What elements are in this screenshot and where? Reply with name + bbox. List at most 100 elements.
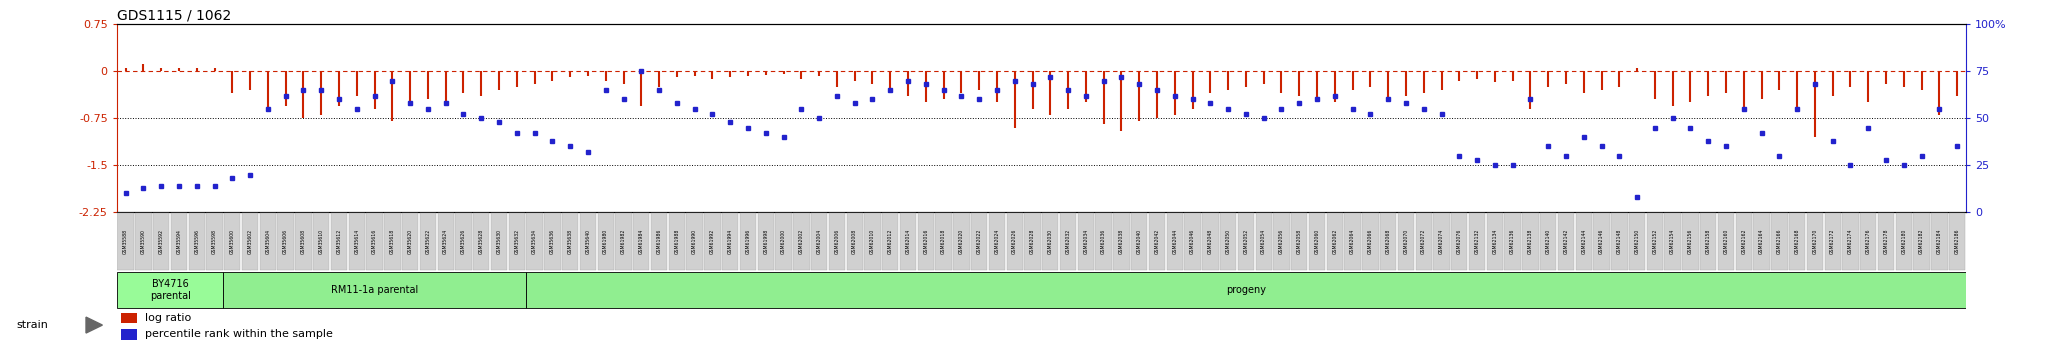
Text: GSM62076: GSM62076 [1456, 229, 1462, 254]
Text: GSM35604: GSM35604 [266, 229, 270, 254]
FancyBboxPatch shape [526, 272, 1966, 308]
Text: GSM62138: GSM62138 [1528, 229, 1532, 254]
Text: GSM35620: GSM35620 [408, 229, 412, 254]
FancyBboxPatch shape [899, 213, 915, 270]
FancyBboxPatch shape [1700, 213, 1716, 270]
Text: GSM62176: GSM62176 [1866, 229, 1870, 254]
FancyBboxPatch shape [223, 272, 526, 308]
FancyBboxPatch shape [580, 213, 596, 270]
Text: GSM62036: GSM62036 [1102, 229, 1106, 254]
Text: percentile rank within the sample: percentile rank within the sample [145, 329, 334, 339]
FancyBboxPatch shape [1452, 213, 1468, 270]
Text: GSM35612: GSM35612 [336, 229, 342, 254]
Text: GSM62174: GSM62174 [1847, 229, 1853, 254]
Text: GSM35588: GSM35588 [123, 229, 129, 254]
Text: GSM61992: GSM61992 [711, 229, 715, 254]
Text: GSM61996: GSM61996 [745, 229, 750, 254]
FancyBboxPatch shape [1505, 213, 1522, 270]
FancyBboxPatch shape [545, 213, 561, 270]
FancyBboxPatch shape [723, 213, 739, 270]
Text: GSM62030: GSM62030 [1049, 229, 1053, 254]
FancyBboxPatch shape [1860, 213, 1876, 270]
Text: GSM35590: GSM35590 [141, 229, 145, 254]
FancyBboxPatch shape [614, 213, 631, 270]
Text: GSM62142: GSM62142 [1563, 229, 1569, 254]
FancyBboxPatch shape [455, 213, 471, 270]
Text: GSM62064: GSM62064 [1350, 229, 1356, 254]
FancyBboxPatch shape [1665, 213, 1681, 270]
FancyBboxPatch shape [295, 213, 311, 270]
FancyBboxPatch shape [829, 213, 846, 270]
Text: GSM62002: GSM62002 [799, 229, 805, 254]
FancyBboxPatch shape [154, 213, 170, 270]
Text: GSM62158: GSM62158 [1706, 229, 1710, 254]
Text: GSM62014: GSM62014 [905, 229, 911, 254]
Polygon shape [86, 317, 102, 333]
FancyBboxPatch shape [598, 213, 614, 270]
Text: GSM62184: GSM62184 [1937, 229, 1942, 254]
FancyBboxPatch shape [117, 272, 223, 308]
Text: GSM61990: GSM61990 [692, 229, 696, 254]
Text: GSM62052: GSM62052 [1243, 229, 1249, 254]
Text: GSM62026: GSM62026 [1012, 229, 1018, 254]
FancyBboxPatch shape [242, 213, 258, 270]
Text: GSM61984: GSM61984 [639, 229, 643, 254]
Text: GSM61998: GSM61998 [764, 229, 768, 254]
Text: progeny: progeny [1227, 285, 1266, 295]
FancyBboxPatch shape [1167, 213, 1184, 270]
Text: GSM62134: GSM62134 [1493, 229, 1497, 254]
FancyBboxPatch shape [651, 213, 668, 270]
Text: GSM62050: GSM62050 [1225, 229, 1231, 254]
Text: GSM62056: GSM62056 [1278, 229, 1284, 254]
Text: GSM35608: GSM35608 [301, 229, 305, 254]
Text: GSM35626: GSM35626 [461, 229, 467, 254]
FancyBboxPatch shape [1114, 213, 1130, 270]
Text: GSM61986: GSM61986 [657, 229, 662, 254]
Text: GSM35616: GSM35616 [373, 229, 377, 254]
FancyBboxPatch shape [1825, 213, 1841, 270]
FancyBboxPatch shape [1149, 213, 1165, 270]
FancyBboxPatch shape [1184, 213, 1200, 270]
Text: BY4716
parental: BY4716 parental [150, 279, 190, 300]
Text: GSM35596: GSM35596 [195, 229, 199, 254]
FancyBboxPatch shape [1593, 213, 1610, 270]
FancyBboxPatch shape [1878, 213, 1894, 270]
FancyBboxPatch shape [188, 213, 205, 270]
FancyBboxPatch shape [936, 213, 952, 270]
Text: GSM61988: GSM61988 [674, 229, 680, 254]
Text: GSM35610: GSM35610 [319, 229, 324, 254]
Text: GSM62180: GSM62180 [1901, 229, 1907, 254]
Text: GSM62182: GSM62182 [1919, 229, 1925, 254]
Text: GSM62170: GSM62170 [1812, 229, 1817, 254]
FancyBboxPatch shape [758, 213, 774, 270]
FancyBboxPatch shape [385, 213, 401, 270]
FancyBboxPatch shape [276, 213, 293, 270]
Text: GSM62010: GSM62010 [870, 229, 874, 254]
Text: GSM35640: GSM35640 [586, 229, 590, 254]
Text: GSM62172: GSM62172 [1831, 229, 1835, 254]
Text: GSM62070: GSM62070 [1403, 229, 1409, 254]
Text: GSM62006: GSM62006 [834, 229, 840, 254]
FancyBboxPatch shape [1380, 213, 1397, 270]
FancyBboxPatch shape [989, 213, 1006, 270]
FancyBboxPatch shape [1255, 213, 1272, 270]
FancyBboxPatch shape [1806, 213, 1823, 270]
FancyBboxPatch shape [1006, 213, 1022, 270]
FancyBboxPatch shape [1415, 213, 1432, 270]
Text: GSM62022: GSM62022 [977, 229, 981, 254]
Text: GSM62152: GSM62152 [1653, 229, 1657, 254]
FancyBboxPatch shape [348, 213, 365, 270]
Text: GSM62160: GSM62160 [1724, 229, 1729, 254]
FancyBboxPatch shape [1077, 213, 1094, 270]
FancyBboxPatch shape [401, 213, 418, 270]
Text: GSM62042: GSM62042 [1155, 229, 1159, 254]
Text: GSM35602: GSM35602 [248, 229, 252, 254]
Text: GSM62028: GSM62028 [1030, 229, 1034, 254]
FancyBboxPatch shape [1575, 213, 1591, 270]
Text: GSM62058: GSM62058 [1296, 229, 1303, 254]
FancyBboxPatch shape [1950, 213, 1966, 270]
Text: GSM62054: GSM62054 [1262, 229, 1266, 254]
Text: GSM62178: GSM62178 [1884, 229, 1888, 254]
Text: GSM62004: GSM62004 [817, 229, 821, 254]
FancyBboxPatch shape [1896, 213, 1913, 270]
